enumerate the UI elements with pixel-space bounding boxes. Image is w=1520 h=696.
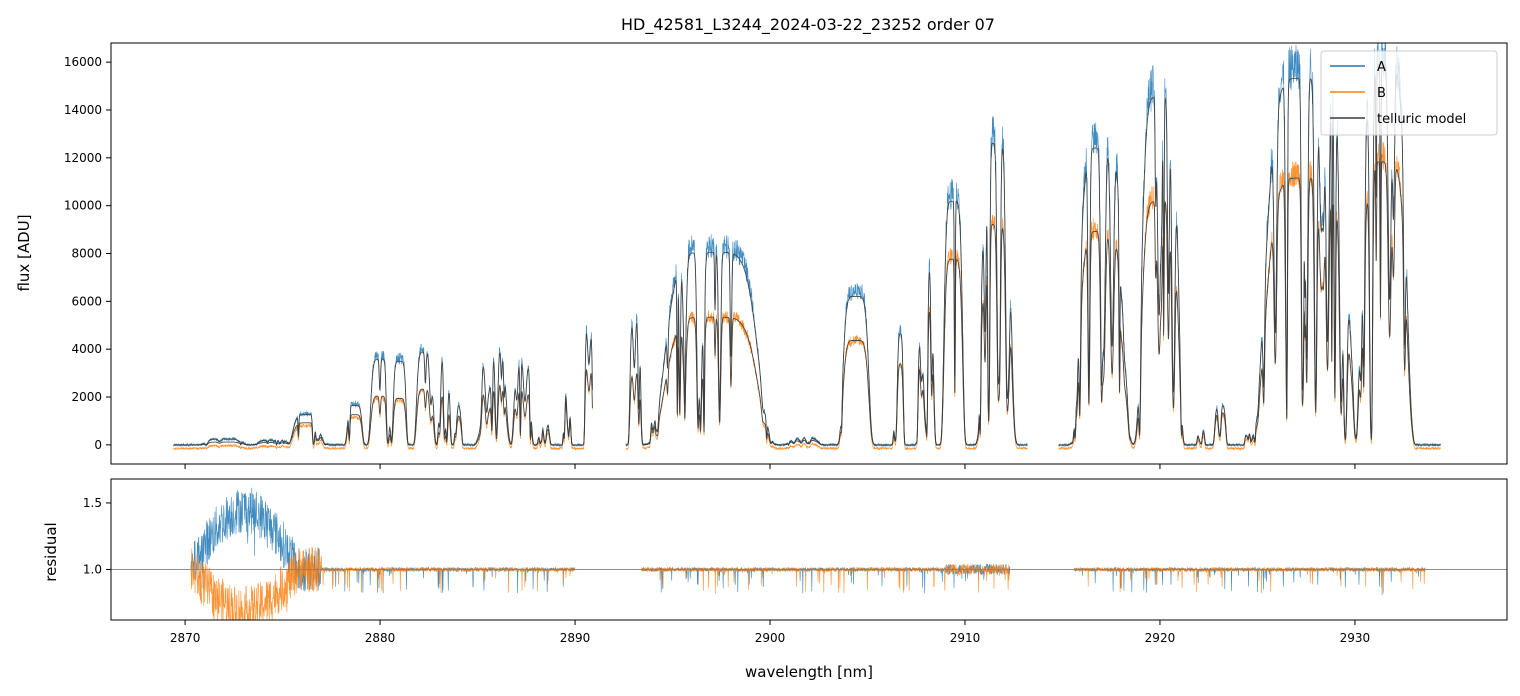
flux-y-tick-label-14000: 14000	[64, 103, 102, 117]
x-axis-label: wavelength [nm]	[745, 663, 873, 681]
legend-entry-b: B	[1377, 86, 1386, 101]
flux-line-telluric-model-b-seg1	[625, 224, 1028, 446]
x-tick-label-2920: 2920	[1145, 631, 1176, 645]
residual-series-b	[190, 546, 1426, 620]
flux-axes-frame	[110, 42, 1508, 465]
legend-frame	[1320, 50, 1498, 136]
residual-line-b-seg1	[641, 563, 1011, 594]
flux-y-tick-label-10000: 10000	[64, 199, 102, 213]
residual-line-b-seg0	[190, 546, 576, 620]
flux-y-tick-label-4000: 4000	[71, 342, 102, 356]
legend: A B telluric model	[1320, 50, 1498, 136]
x-tick-label-2870: 2870	[170, 631, 201, 645]
flux-line-b-seg2	[1058, 141, 1441, 451]
flux-line-telluric-model-seg1	[625, 142, 1028, 446]
residual-y-ticks: 1.0 1.5	[83, 496, 111, 576]
residual-series-a	[190, 487, 1426, 596]
residual-curves	[190, 487, 1426, 620]
flux-y-tick-label-6000: 6000	[71, 294, 102, 308]
residual-line-b-seg2	[1073, 566, 1426, 594]
x-tick-label-2930: 2930	[1340, 631, 1371, 645]
residual-panel: 1.0 1.5 2870 2880 2890 2900 2910 2920 2930 resi…	[42, 478, 1508, 681]
series-a	[173, 43, 1441, 448]
flux-line-a-seg1	[625, 115, 1028, 448]
flux-line-telluric-model-seg0	[173, 332, 593, 446]
residual-x-ticks: 2870 2880 2890 2900 2910 2920 2930	[170, 620, 1370, 645]
flux-y-tick-label-8000: 8000	[71, 247, 102, 261]
x-tick-label-2910: 2910	[950, 631, 981, 645]
flux-y-tick-label-12000: 12000	[64, 151, 102, 165]
flux-y-tick-label-16000: 16000	[64, 55, 102, 69]
flux-y-tick-label-0: 0	[94, 438, 102, 452]
x-tick-label-2890: 2890	[560, 631, 591, 645]
flux-curves	[173, 43, 1441, 451]
legend-entry-telluric: telluric model	[1377, 112, 1466, 127]
flux-y-ticks: 0 2000 4000 6000 8000 10000 12000 14000 16000	[64, 55, 111, 452]
residual-y-tick-label-1.5: 1.5	[83, 496, 102, 510]
flux-y-axis-label: flux [ADU]	[15, 214, 33, 291]
series-b	[173, 141, 1441, 451]
residual-y-axis-label: residual	[42, 522, 60, 581]
residual-y-tick-label-1: 1.0	[83, 562, 102, 576]
x-tick-label-2880: 2880	[365, 631, 396, 645]
flux-panel: 0 2000 4000 6000 8000 10000 12000 14000 16000 fl…	[15, 42, 1508, 469]
flux-line-telluric-model-b-seg2	[1058, 161, 1441, 446]
flux-x-ticks	[184, 464, 1356, 469]
series-telluric-model-b	[173, 161, 1441, 446]
residual-line-a-seg2	[1073, 566, 1426, 596]
flux-y-tick-label-2000: 2000	[71, 390, 102, 404]
residual-axes-frame	[110, 478, 1508, 621]
series-telluric-model	[173, 63, 1441, 446]
flux-line-telluric-model-b-seg0	[173, 369, 593, 446]
legend-entry-a: A	[1377, 60, 1386, 75]
x-tick-label-2900: 2900	[755, 631, 786, 645]
chart-title: HD_42581_L3244_2024-03-22_23252 order 07	[621, 15, 995, 35]
